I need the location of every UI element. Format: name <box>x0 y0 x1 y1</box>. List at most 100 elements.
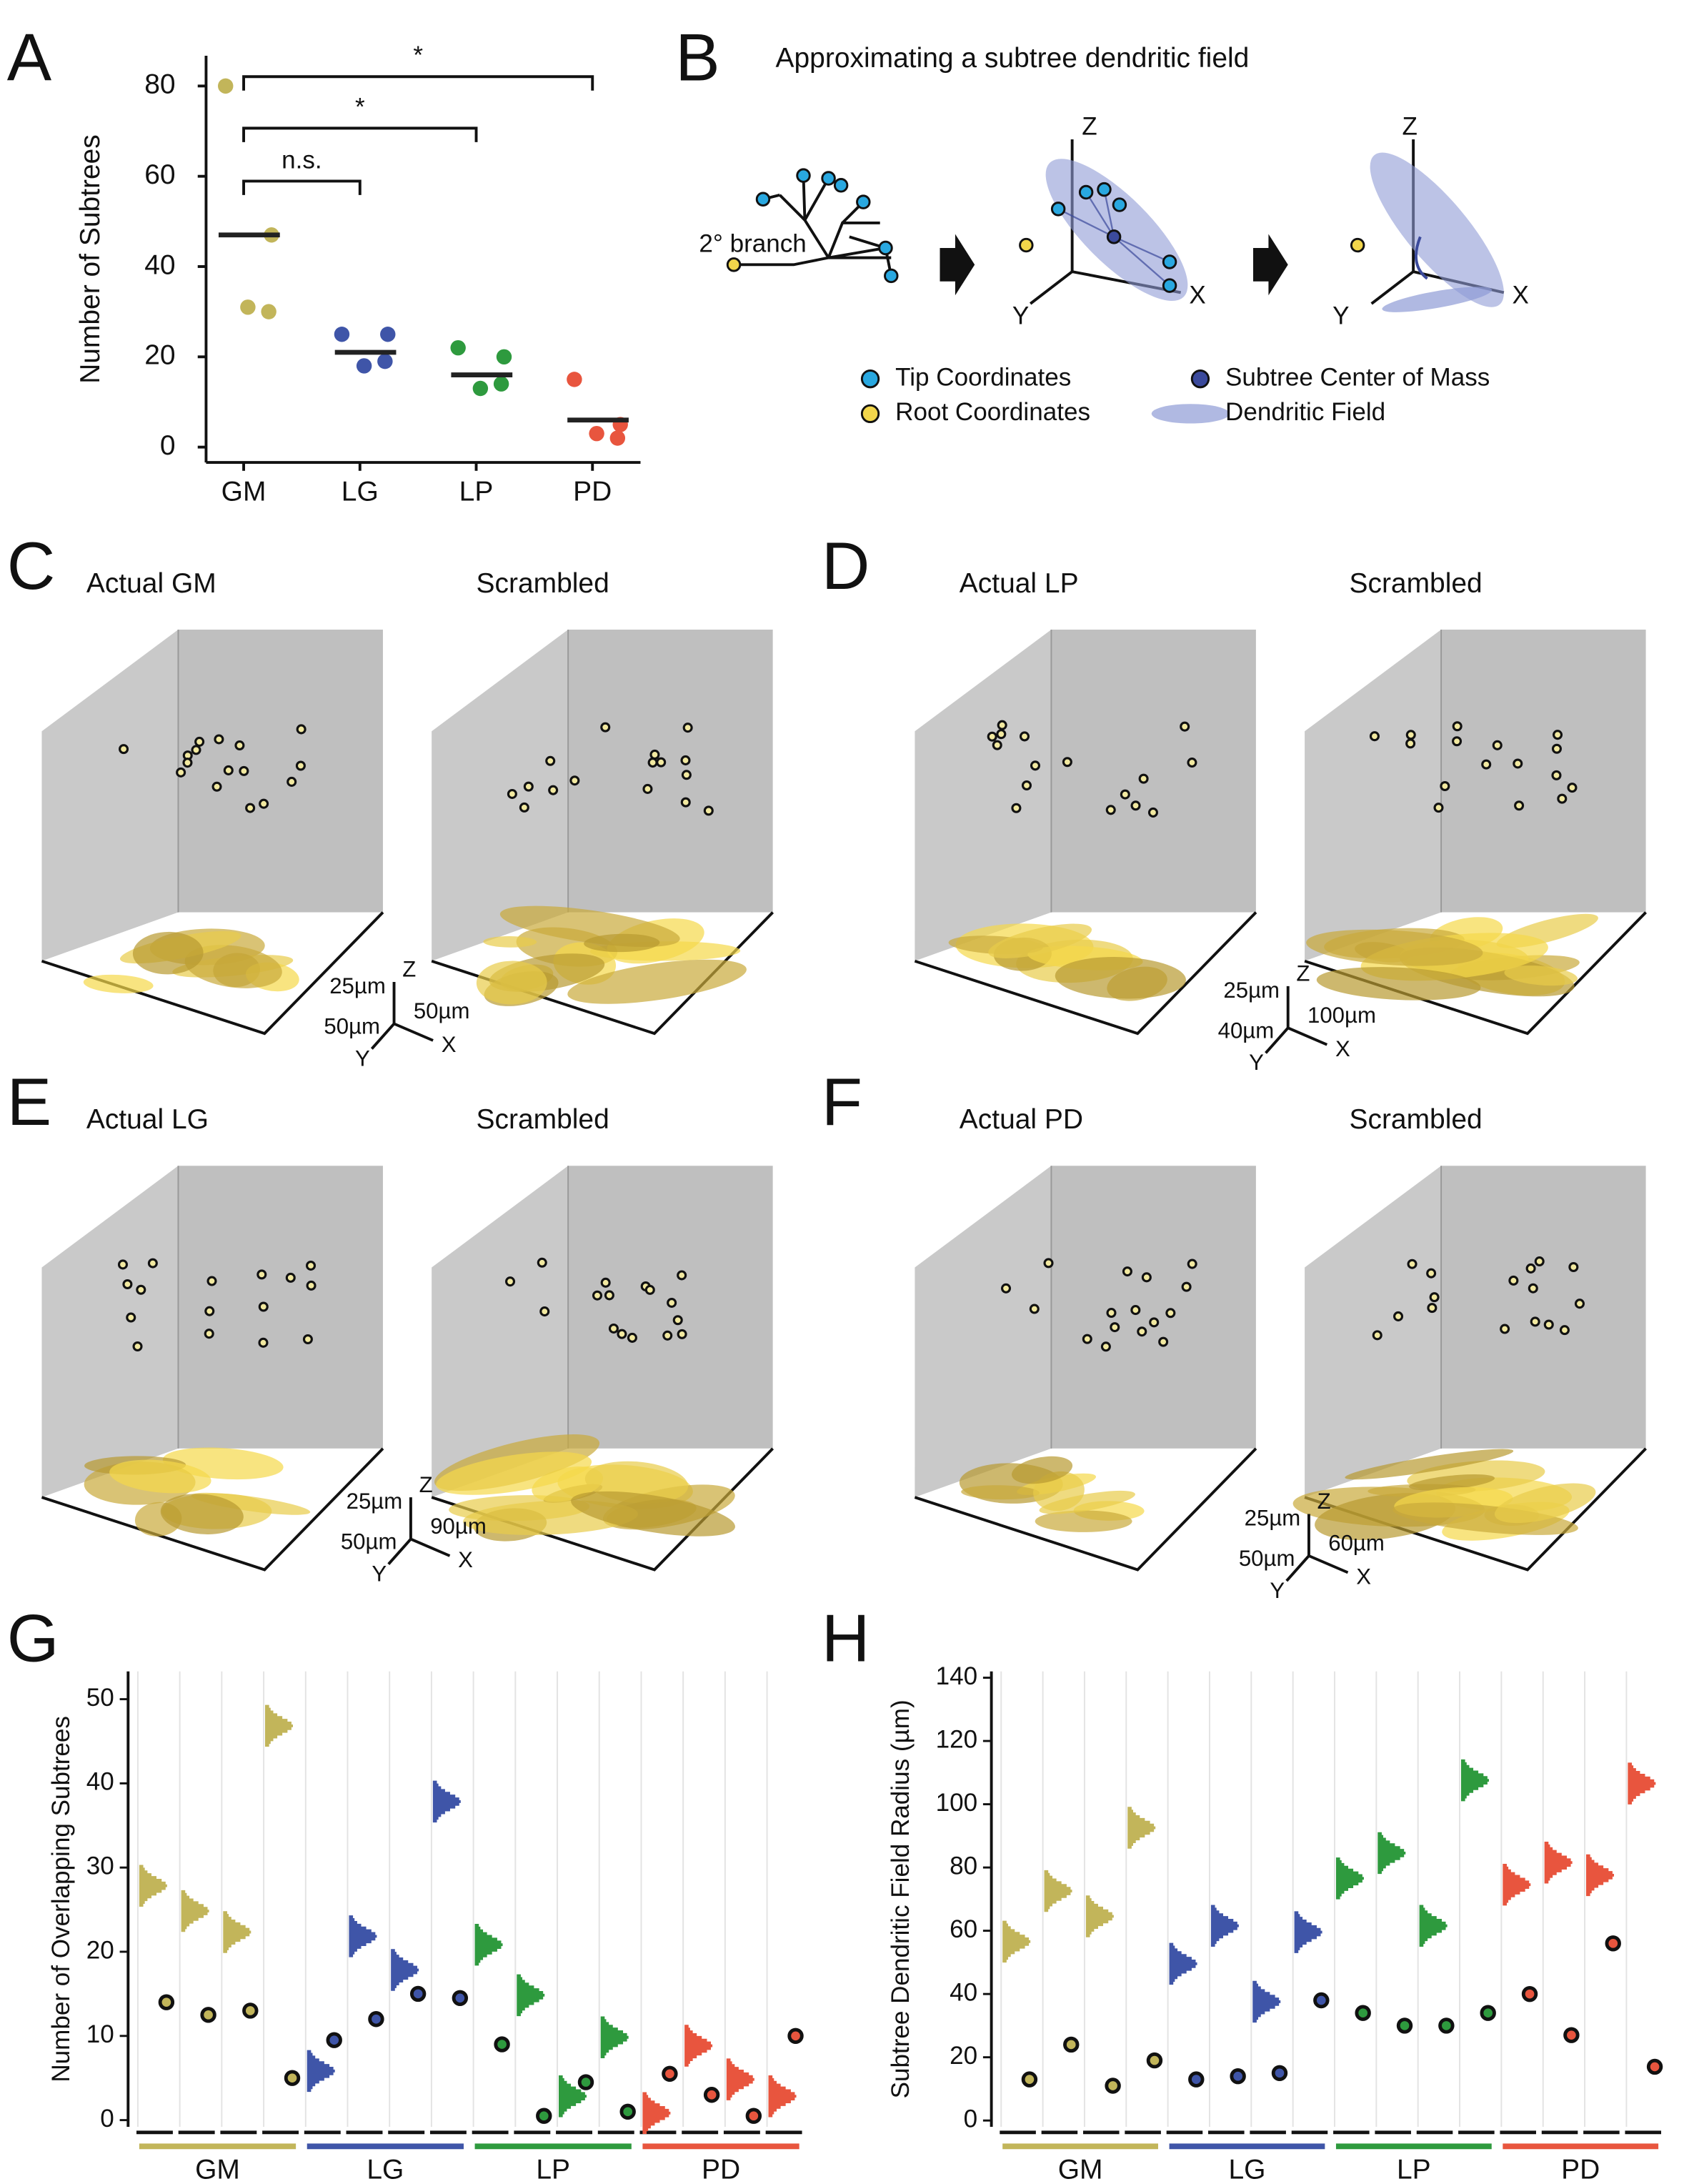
panel-label: D <box>822 528 870 603</box>
distribution <box>1335 1857 1364 1900</box>
point <box>356 358 372 374</box>
left-wall <box>915 629 1052 961</box>
distribution <box>1169 1942 1197 1985</box>
scale-bar <box>1265 1027 1290 1054</box>
y-tick-label: 60 <box>144 159 175 190</box>
y-tick-label: 0 <box>964 2105 978 2133</box>
center-dot <box>667 1297 677 1308</box>
axis-label: X <box>1512 281 1528 309</box>
tree <box>734 175 893 277</box>
actual-value <box>368 2011 384 2027</box>
field-ellipse <box>436 1451 592 1495</box>
distribution <box>391 1949 419 1991</box>
root-dot <box>1350 237 1365 253</box>
actual-value <box>619 2103 636 2120</box>
distribution <box>139 1865 167 1907</box>
center-dot <box>569 775 580 786</box>
center-dot <box>545 755 556 766</box>
distribution <box>265 1704 293 1747</box>
center-dot <box>287 776 297 787</box>
distribution <box>1085 1895 1114 1937</box>
center-dot <box>119 744 129 755</box>
panel-b: Approximating a subtree dendritic field … <box>699 43 1529 426</box>
y-tick-label: 140 <box>936 1662 978 1690</box>
distribution <box>517 1974 545 2017</box>
center-dot <box>1138 773 1149 784</box>
center-dot <box>1429 1292 1440 1303</box>
panel-b-title: Approximating a subtree dendritic field <box>776 43 1250 74</box>
distribution <box>432 1780 461 1823</box>
center-dot <box>1120 789 1130 800</box>
center-dot <box>1187 758 1197 768</box>
center-dot <box>1110 1322 1120 1333</box>
x-group-label: GM <box>195 2155 240 2184</box>
distribution <box>223 1911 251 1953</box>
center-dot <box>1525 1263 1536 1274</box>
x-group-label: PD <box>702 2155 740 2184</box>
axis-label: Z <box>1082 113 1097 141</box>
y-tick-label: 30 <box>86 1852 114 1880</box>
center-dot <box>258 1301 269 1312</box>
distribution <box>1294 1911 1322 1953</box>
field-ellipse <box>567 959 747 1004</box>
actual-value <box>1021 2071 1038 2088</box>
field-ellipse <box>1392 1502 1578 1535</box>
distribution <box>1544 1841 1573 1884</box>
distribution <box>1460 1759 1489 1802</box>
center-dot <box>132 1341 143 1352</box>
center-dot <box>1100 1341 1111 1352</box>
panel-title: Actual PD <box>960 1104 1083 1135</box>
back-wall <box>1441 629 1646 913</box>
actual-value <box>1105 2078 1121 2094</box>
actual-value <box>1063 2036 1080 2053</box>
center-dot <box>1559 1325 1570 1336</box>
center-dot <box>223 765 234 775</box>
center-dot <box>682 723 693 733</box>
distribution <box>1503 1863 1531 1906</box>
point <box>567 372 582 387</box>
center-dot <box>600 1277 611 1288</box>
axis-label: Y <box>1332 302 1349 330</box>
legend-swatch <box>860 369 880 389</box>
center-dot <box>680 755 691 765</box>
panel-title: Scrambled <box>1349 1104 1482 1135</box>
center-dot <box>1181 1281 1192 1292</box>
scale-label: X <box>1356 1564 1371 1589</box>
center-dot <box>1553 730 1563 740</box>
back-wall <box>178 1166 383 1449</box>
center-dot <box>1019 731 1030 742</box>
center-dot <box>519 802 529 813</box>
center-dot <box>136 1284 146 1295</box>
actual-value <box>1605 1935 1621 1952</box>
annotation: * <box>413 41 423 69</box>
distribution <box>1628 1762 1656 1805</box>
field-ellipse <box>988 923 1092 958</box>
center-dot <box>1106 229 1122 244</box>
y-tick-label: 40 <box>86 1768 114 1796</box>
center-dot <box>296 724 307 735</box>
legend-label: Root Coordinates <box>895 398 1090 426</box>
center-dot <box>1426 1268 1437 1279</box>
center-dot <box>1534 1256 1545 1267</box>
scale-label: Z <box>1296 961 1310 986</box>
distribution <box>684 2025 713 2067</box>
point <box>218 78 234 94</box>
actual-value <box>494 2036 510 2053</box>
back-wall <box>1051 629 1256 913</box>
center-dot <box>1508 1275 1519 1286</box>
center-dot <box>1021 780 1032 791</box>
center-dot <box>1481 759 1492 770</box>
distribution <box>1252 1980 1281 2023</box>
center-dot <box>627 1332 637 1343</box>
center-dot <box>507 788 517 799</box>
field-ellipse <box>184 945 282 988</box>
center-dot <box>672 1315 683 1326</box>
scale-label: Z <box>402 957 416 982</box>
center-dot <box>1137 1326 1147 1337</box>
scale-label: 90µm <box>430 1514 487 1539</box>
center-dot <box>1130 800 1141 811</box>
x-group-label: LP <box>536 2155 570 2184</box>
actual-value <box>662 2065 678 2083</box>
center-dot <box>191 745 201 755</box>
center-dot <box>259 798 269 809</box>
